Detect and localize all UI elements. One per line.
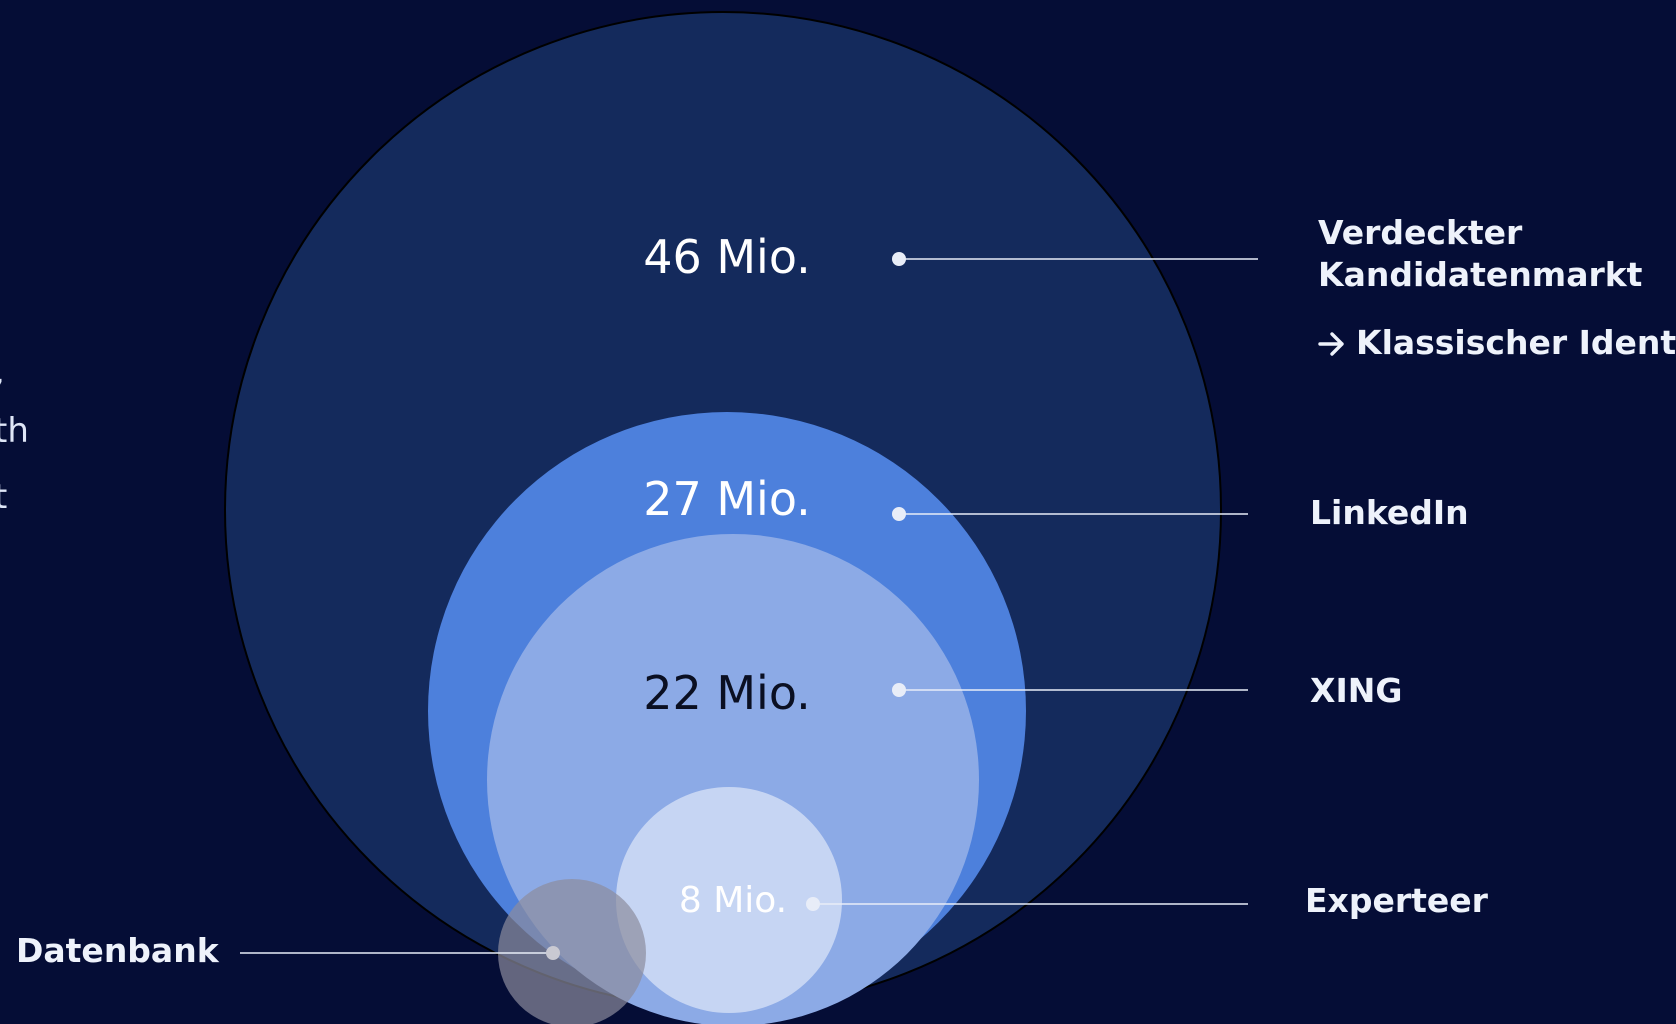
hidden-market-sublabel-text: Klassischer Ident xyxy=(1356,323,1676,362)
experteer-circle xyxy=(616,787,842,1013)
experteer-marker xyxy=(806,897,820,911)
experteer-label: Experteer xyxy=(1305,881,1488,920)
xing-marker xyxy=(892,683,906,697)
linkedin-marker xyxy=(892,507,906,521)
hidden-market-value: 46 Mio. xyxy=(643,230,811,284)
hidden-market-marker xyxy=(892,252,906,266)
xing-label: XING xyxy=(1310,671,1403,710)
hidden-market-label-line1: Verdeckter xyxy=(1318,213,1523,252)
cropped-text-fragment: t xyxy=(0,477,8,517)
linkedin-label: LinkedIn xyxy=(1310,493,1469,532)
cropped-text-fragment: , xyxy=(0,355,5,389)
datenbank-label: Datenbank xyxy=(16,931,219,970)
linkedin-value: 27 Mio. xyxy=(643,472,811,526)
hidden-market-label: Verdeckter Kandidatenmarkt xyxy=(1318,212,1642,296)
cropped-text-fragment: th xyxy=(0,411,29,451)
experteer-value: 8 Mio. xyxy=(679,880,787,921)
xing-value: 22 Mio. xyxy=(643,666,811,720)
hidden-market-label-line2: Kandidatenmarkt xyxy=(1318,255,1643,294)
datenbank-circle xyxy=(498,879,646,1024)
datenbank-marker xyxy=(546,946,560,960)
hidden-market-sublabel: Klassischer Ident xyxy=(1318,322,1676,364)
right-arrow-icon xyxy=(1318,322,1346,364)
